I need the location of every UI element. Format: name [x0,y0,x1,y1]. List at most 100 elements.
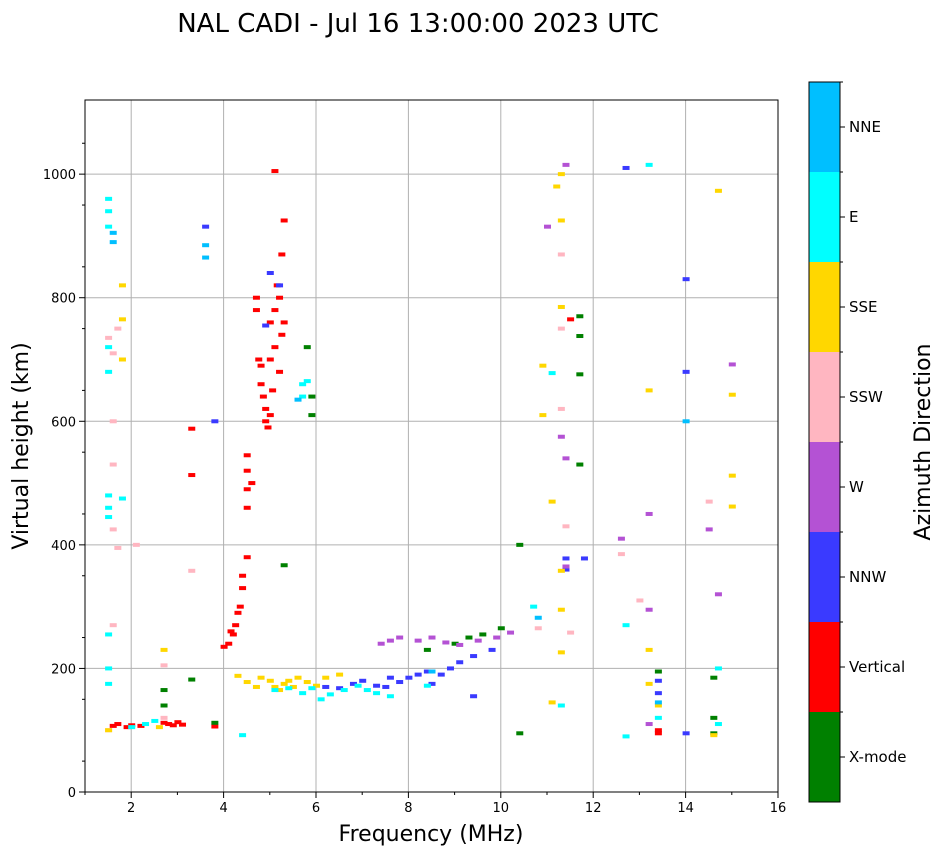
data-point-nnw [336,686,344,691]
grid-lines [85,100,779,792]
data-point-ssw [114,545,122,550]
data-point-x-mode [308,413,316,418]
data-point-w [562,456,570,461]
data-point-vertical [278,252,286,257]
data-point-sse [271,684,279,689]
colorbar-label: Azimuth Direction [911,343,936,540]
data-point-vertical [269,388,277,393]
colorbar-tick-label: E [849,208,858,226]
y-axis: 0 200 400 600 800 1000 [43,142,85,801]
data-point-ssw [109,419,117,424]
colorbar-tick-label: W [849,478,864,496]
data-point-e [340,688,348,693]
data-point-sse [557,218,565,223]
x-tick-label: 10 [493,801,510,816]
data-point-vertical [654,728,662,733]
data-point-sse [252,684,260,689]
data-point-nnw [682,369,690,374]
data-point-sse [105,728,113,733]
data-point-vertical [262,406,270,411]
data-point-sse [557,607,565,612]
data-point-w [507,630,515,635]
data-point-vertical [179,722,187,727]
data-point-x-mode [576,372,584,377]
data-point-sse [303,680,311,685]
data-point-e [118,496,126,501]
data-point-ssw [105,335,113,340]
data-point-nne [682,419,690,424]
data-point-sse [548,700,556,705]
data-point-nnw [682,277,690,282]
data-point-vertical [278,332,286,337]
data-point-e [105,666,113,671]
colorbar-tick-label: SSW [849,388,883,406]
data-point-nnw [262,323,270,328]
data-point-w [544,224,551,229]
colorbar-segment [809,442,840,532]
data-point-sse [728,473,736,478]
data-point-x-mode [160,688,168,693]
x-axis: 2 4 6 8 10 12 14 16 [84,792,786,816]
data-point-sse [548,499,556,504]
data-point-e [326,692,334,697]
data-point-vertical [243,468,251,473]
data-point-vertical [257,382,265,387]
data-point-sse [557,568,565,573]
colorbar-segment [809,172,840,262]
data-point-e [622,734,630,739]
data-point-e [105,505,113,510]
data-point-sse [714,188,722,193]
data-point-sse [645,681,653,686]
data-point-w [714,592,722,597]
data-point-e [105,345,113,350]
data-point-vertical [137,723,145,728]
data-point-e [622,623,630,628]
data-points [105,162,736,739]
colorbar-tick-label: NNW [849,568,886,586]
y-tick-label: 1000 [43,168,76,183]
data-point-e [645,162,653,167]
data-point-nnw [386,675,394,680]
data-point-x-mode [280,563,288,568]
data-point-e [530,604,538,609]
data-point-nne [294,397,302,402]
data-point-vertical [252,295,260,300]
colorbar-segment [809,262,840,352]
data-point-nnw [470,654,478,659]
data-point-ssw [636,598,644,603]
data-point-nnw [428,681,436,686]
data-point-sse [313,683,320,688]
data-point-w [377,641,385,646]
data-point-vertical [243,453,251,458]
data-point-vertical [165,722,173,727]
data-point-nne [202,243,210,248]
data-point-ssw [160,663,168,668]
data-point-x-mode [576,462,584,467]
data-point-e [548,371,556,376]
colorbar-tick-label: NNE [849,118,881,136]
data-point-sse [557,650,565,655]
data-point-e [105,224,113,229]
data-point-e [714,722,722,727]
data-point-nnw [437,672,445,677]
data-point-w [456,642,464,647]
data-point-sse [557,304,565,309]
data-point-x-mode [308,394,316,399]
data-point-ssw [109,527,117,532]
data-point-nnw [622,165,630,170]
y-tick-label: 800 [51,292,76,307]
data-point-sse [728,504,736,509]
data-point-ssw [188,568,196,573]
data-point-vertical [188,473,196,478]
data-point-vertical [234,610,242,615]
data-point-w [562,162,570,167]
x-tick-label: 4 [219,801,227,816]
data-point-x-mode [654,669,662,674]
data-point-x-mode [516,542,524,547]
data-point-e [386,694,394,699]
data-point-vertical [266,413,274,418]
data-point-e [423,683,431,688]
data-point-vertical [262,419,270,424]
data-point-vertical [280,218,288,223]
x-tick-label: 8 [404,801,412,816]
